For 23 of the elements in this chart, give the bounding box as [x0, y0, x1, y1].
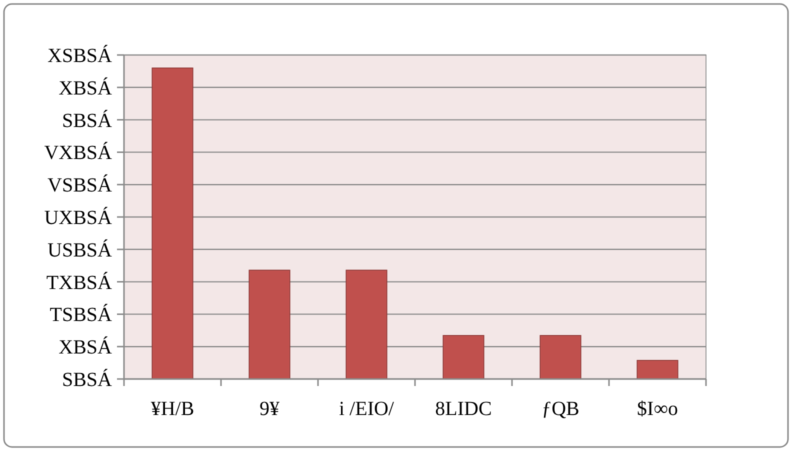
x-tick-label: i /EIO/ [339, 398, 394, 420]
bar [346, 270, 388, 380]
text: TXBSÁ [46, 270, 113, 294]
bar [540, 335, 582, 380]
text: VXBSÁ [44, 141, 113, 164]
text: SBSÁ [62, 368, 113, 391]
x-tick-label: 8LIDC [435, 398, 492, 420]
text: VSBSÁ [48, 174, 113, 197]
x-tick-label: $I∞o [637, 398, 678, 420]
text: XBSÁ [58, 76, 113, 100]
x-tick-label: 9¥ [260, 398, 280, 420]
x-tick-label: ƒQB [542, 398, 580, 420]
text: XSBSÁ [48, 44, 113, 67]
x-tick-label: ¥H/B [150, 398, 194, 420]
text: TSBSÁ [50, 303, 113, 326]
bar [442, 335, 484, 380]
bar [636, 360, 678, 380]
text: UXBSÁ [44, 206, 113, 229]
text: XBSÁ [58, 336, 113, 359]
bar [248, 270, 290, 380]
text: USBSÁ [48, 238, 113, 262]
bar [152, 68, 194, 380]
text: SBSÁ [62, 108, 113, 132]
